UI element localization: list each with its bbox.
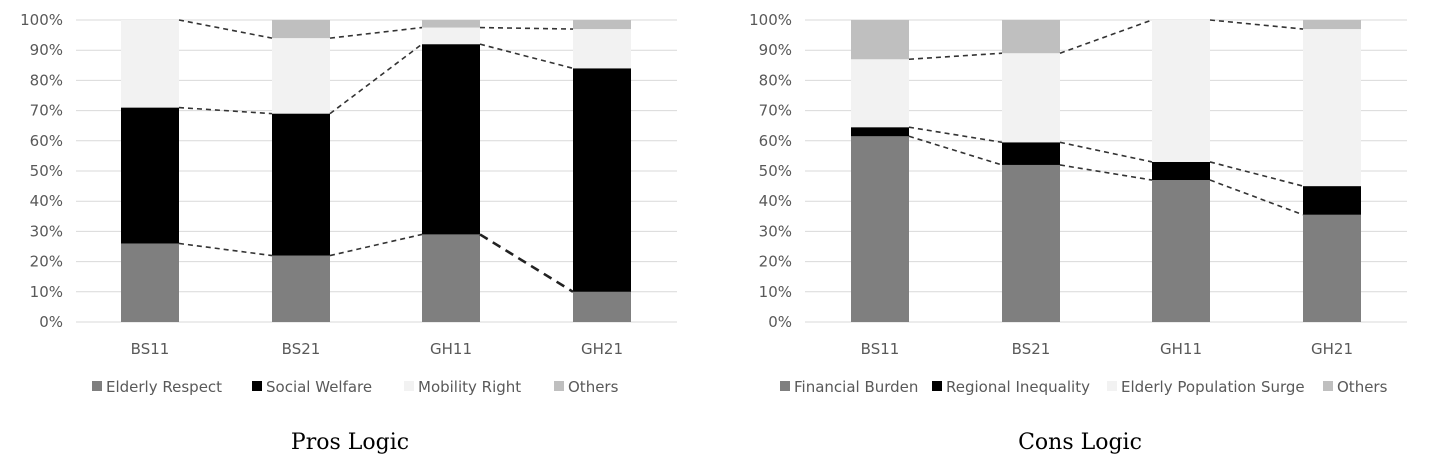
legend-label-elderly-respect: Elderly Respect (106, 378, 222, 396)
legend-swatch-financial-burden (780, 381, 790, 391)
legend-label-others: Others (568, 378, 619, 396)
chart-caption: Pros Logic (291, 430, 409, 455)
legend-label-social-welfare: Social Welfare (266, 378, 372, 396)
series-connector-line (178, 19, 273, 39)
bar-segment-regional-inequality-gh11 (1152, 161, 1210, 181)
y-tick-label: 90% (759, 41, 792, 59)
series-connector-line (1209, 161, 1304, 187)
series-connector-line (1059, 19, 1153, 54)
x-category-label: BS21 (282, 340, 321, 358)
series-connector-line (1059, 141, 1153, 163)
y-tick-label: 60% (30, 132, 63, 150)
y-tick-label: 0% (768, 313, 792, 331)
x-category-label: BS11 (861, 340, 900, 358)
y-tick-label: 70% (30, 102, 63, 120)
bar-segment-others-bs21 (272, 20, 330, 39)
y-tick-label: 10% (30, 283, 63, 301)
bar-segment-financial-burden-gh11 (1152, 180, 1210, 322)
series-connector-line (1209, 19, 1304, 30)
series-connector-line (479, 43, 574, 70)
legend-label-mobility-right: Mobility Right (418, 378, 521, 396)
legend-label-others: Others (1337, 378, 1388, 396)
y-tick-label: 50% (759, 162, 792, 180)
y-tick-label: 60% (759, 132, 792, 150)
y-tick-label: 40% (30, 192, 63, 210)
series-connector-line (329, 43, 423, 115)
bar-segment-elderly-respect-gh21 (573, 291, 631, 322)
bar-segment-elderly-population-surge-bs11 (851, 59, 909, 128)
bar-segment-elderly-population-surge-bs21 (1002, 53, 1060, 143)
legend-swatch-social-welfare (252, 381, 262, 391)
pros-logic-chart: 0% 10% 20% 30% 40% 50% 60% 70% 80% 90% 100% BS11 BS2… (20, 11, 677, 455)
legend-swatch-elderly-population-surge (1107, 381, 1117, 391)
bar-segment-mobility-right-bs11 (121, 20, 179, 108)
legend-swatch-regional-inequality (932, 381, 942, 391)
y-tick-label: 70% (759, 102, 792, 120)
bar-segment-financial-burden-gh21 (1303, 214, 1361, 322)
legend-label-financial-burden: Financial Burden (794, 378, 918, 396)
y-tick-label: 20% (30, 253, 63, 271)
series-connector-line (479, 233, 574, 293)
bar-segment-social-welfare-bs21 (272, 113, 330, 256)
series-connector-line (1209, 179, 1304, 216)
chart-caption: Cons Logic (1018, 430, 1142, 455)
bar-segment-mobility-right-gh11 (422, 27, 480, 45)
legend-swatch-others (554, 381, 564, 391)
bar-segment-social-welfare-gh21 (573, 68, 631, 292)
bar-segment-social-welfare-gh11 (422, 44, 480, 235)
bar-segment-elderly-respect-bs21 (272, 255, 330, 322)
y-tick-label: 80% (759, 71, 792, 89)
bar-segment-others-gh21 (573, 20, 631, 30)
bar-segment-elderly-population-surge-gh11 (1152, 20, 1210, 162)
bar-segment-financial-burden-bs11 (851, 136, 909, 322)
x-category-label: BS21 (1012, 340, 1051, 358)
bar-segment-others-bs11 (851, 20, 909, 60)
bar-segment-regional-inequality-bs21 (1002, 142, 1060, 165)
y-tick-label: 100% (749, 11, 792, 29)
series-connector-line (908, 126, 1003, 144)
y-tick-label: 20% (759, 253, 792, 271)
series-connector-line (479, 26, 574, 30)
x-category-label: GH11 (1160, 340, 1202, 358)
bar-segment-social-welfare-bs11 (121, 107, 179, 244)
x-category-label: GH21 (1311, 340, 1353, 358)
series-connector-line (908, 135, 1003, 166)
series-connector-line (329, 26, 423, 39)
y-tick-label: 10% (759, 283, 792, 301)
cons-logic-chart: 0% 10% 20% 30% 40% 50% 60% 70% 80% 90% 100% BS11 BS2… (749, 11, 1407, 455)
y-tick-label: 100% (20, 11, 63, 29)
y-tick-label: 30% (30, 222, 63, 240)
x-category-label: GH11 (430, 340, 472, 358)
y-tick-label: 90% (30, 41, 63, 59)
legend-swatch-elderly-respect (92, 381, 102, 391)
bar-segment-mobility-right-bs21 (272, 38, 330, 114)
bar-segment-elderly-respect-gh11 (422, 234, 480, 322)
bar-segment-regional-inequality-gh21 (1303, 186, 1361, 215)
y-tick-label: 80% (30, 71, 63, 89)
y-tick-label: 40% (759, 192, 792, 210)
series-connector-line (908, 52, 1003, 61)
y-tick-label: 30% (759, 222, 792, 240)
bar-segment-others-gh21 (1303, 20, 1361, 30)
x-category-label: GH21 (581, 340, 623, 358)
legend-swatch-mobility-right (404, 381, 414, 391)
bar-segment-others-gh11 (422, 20, 480, 28)
legend-label-regional-inequality: Regional Inequality (946, 378, 1090, 396)
x-category-label: BS11 (131, 340, 170, 358)
bar-segment-regional-inequality-bs11 (851, 127, 909, 137)
legend-label-elderly-population-surge: Elderly Population Surge (1121, 378, 1305, 396)
bar-segment-others-bs21 (1002, 20, 1060, 54)
y-tick-label: 50% (30, 162, 63, 180)
bar-segment-financial-burden-bs21 (1002, 164, 1060, 322)
y-tick-label: 0% (39, 313, 63, 331)
series-connector-line (1059, 164, 1153, 181)
bar-segment-mobility-right-gh21 (573, 29, 631, 69)
series-connector-line (178, 106, 273, 115)
series-connector-line (329, 233, 423, 257)
bar-segment-elderly-population-surge-gh21 (1303, 29, 1361, 187)
legend-swatch-others (1323, 381, 1333, 391)
bar-segment-elderly-respect-bs11 (121, 243, 179, 322)
series-connector-line (178, 242, 273, 257)
